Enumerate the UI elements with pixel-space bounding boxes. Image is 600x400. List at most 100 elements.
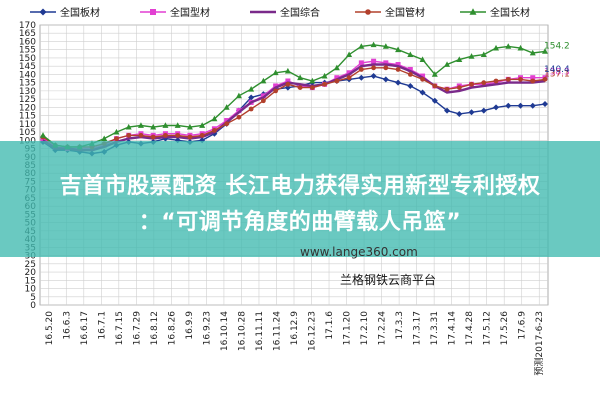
data-point-s5-30: [407, 51, 414, 58]
data-point-s2-40: [530, 75, 536, 81]
data-point-s4-14: [212, 128, 217, 133]
x-tick-label: 16.7.15: [115, 311, 125, 345]
data-point-s1-17: [248, 94, 255, 101]
data-point-s5-11: [174, 122, 181, 128]
legend-label: 全国板材: [60, 6, 100, 19]
data-point-s4-30: [407, 72, 413, 77]
data-point-s5-40: [529, 49, 536, 56]
y-tick-label: 160: [19, 37, 36, 47]
data-point-s5-12: [186, 123, 193, 130]
x-tick-label: 16.7.29: [132, 311, 142, 346]
data-point-s1-27: [370, 73, 377, 80]
data-point-s2-16: [236, 108, 242, 114]
data-point-s1-28: [382, 76, 389, 83]
series-line-3: [42, 63, 546, 152]
data-point-s4-37: [493, 78, 499, 84]
data-point-s5-7: [125, 123, 132, 130]
x-tick-label: 16.12.23: [308, 311, 318, 351]
data-point-s4-29: [395, 67, 401, 72]
x-tick-label: 17.2.10: [360, 311, 370, 346]
data-point-s5-0: [40, 132, 46, 138]
y-tick-label: 110: [19, 120, 36, 130]
data-point-s2-26: [358, 60, 364, 66]
y-tick-label: 135: [19, 79, 36, 89]
data-point-s4-17: [248, 106, 254, 112]
x-tick-label: 17.3.31: [430, 311, 440, 345]
x-tick-label: 17.2.24: [378, 311, 388, 346]
data-point-s2-28: [383, 60, 389, 66]
data-point-s5-41: [542, 48, 548, 54]
data-point-s5-28: [382, 43, 389, 49]
x-tick-label: 16.9.9: [185, 311, 195, 340]
x-tick-label: 17.6.9: [518, 311, 528, 340]
data-point-s1-33: [444, 107, 451, 114]
y-tick-label: 20: [25, 268, 37, 278]
x-tick-label: 17.4.28: [465, 311, 475, 346]
data-point-s5-26: [358, 43, 365, 49]
data-point-s2-18: [260, 93, 266, 99]
data-point-s1-36: [480, 107, 487, 114]
data-point-s4-18: [260, 98, 266, 104]
data-point-s5-16: [235, 92, 242, 99]
end-label-series-2: 138.3: [544, 68, 570, 78]
y-tick-label: 15: [25, 276, 36, 286]
data-point-s4-12: [187, 134, 193, 140]
data-point-s5-6: [113, 128, 120, 135]
end-label-series-4: 137.1: [544, 69, 570, 79]
y-tick-label: 150: [19, 54, 36, 64]
data-point-s4-26: [358, 67, 364, 72]
data-point-s2-31: [420, 73, 426, 79]
y-tick-label: 0: [30, 301, 36, 311]
data-point-s1-30: [407, 82, 414, 89]
legend-label: 全国管材: [385, 6, 425, 19]
data-point-s5-25: [346, 51, 353, 58]
data-point-s2-27: [371, 58, 377, 64]
y-tick-label: 140: [19, 70, 36, 80]
data-point-s4-23: [322, 81, 328, 87]
data-point-s5-31: [419, 56, 426, 62]
legend-item-5: 全国长材: [460, 6, 530, 19]
data-point-s5-13: [199, 122, 206, 128]
x-tick-label: 17.4.14: [448, 311, 458, 346]
data-point-s4-39: [518, 76, 523, 82]
x-tick-label: 16.10.28: [237, 311, 247, 351]
headline-line-2: ：“可调节角度的曲臂载人吊篮”: [138, 210, 462, 235]
y-tick-label: 170: [19, 21, 36, 31]
data-point-s5-21: [297, 74, 304, 81]
legend-item-4: 全国管材: [355, 6, 425, 19]
x-tick-label: 16.7.1: [97, 311, 107, 340]
data-point-s2-25: [346, 70, 352, 76]
chart-legend: 全国板材 全国型材 全国综合 全国管材 全国长材: [30, 6, 530, 19]
data-point-s5-24: [333, 64, 340, 71]
data-point-s4-24: [334, 78, 340, 84]
x-tick-label: 16.11.24: [272, 311, 282, 351]
data-point-s4-40: [530, 78, 536, 84]
legend-label: 全国型材: [170, 6, 210, 19]
data-point-s5-17: [248, 86, 255, 92]
data-point-s5-14: [211, 115, 218, 122]
data-point-s5-32: [431, 71, 438, 77]
x-tick-label: 17.1.6: [325, 311, 335, 340]
data-point-s4-15: [224, 121, 230, 127]
data-point-s4-6: [114, 136, 119, 142]
data-point-s1-37: [493, 104, 500, 111]
data-point-s4-32: [432, 83, 438, 89]
data-point-s4-35: [469, 81, 474, 87]
source-note: 兰格钢铁云商平台: [340, 273, 437, 287]
x-tick-label: 16.8.12: [150, 311, 160, 345]
data-point-s5-20: [284, 67, 291, 74]
data-point-s5-10: [162, 122, 169, 128]
data-point-s5-27: [370, 41, 377, 48]
data-point-s4-28: [383, 65, 389, 71]
y-tick-label: 145: [19, 62, 36, 72]
data-point-s1-40: [529, 102, 536, 109]
x-tick-label: 17.3.17: [413, 311, 423, 345]
data-point-s4-16: [236, 114, 242, 120]
data-point-s4-31: [420, 76, 425, 82]
x-axis-ticks: 16.5.20 16.6.3 16.6.17 16.7.1 16.7.15 16.7.29…: [45, 311, 545, 376]
headline-band: [0, 141, 600, 257]
data-point-s2-30: [407, 66, 413, 72]
y-tick-label: 165: [19, 29, 36, 39]
data-point-s5-37: [493, 44, 500, 51]
